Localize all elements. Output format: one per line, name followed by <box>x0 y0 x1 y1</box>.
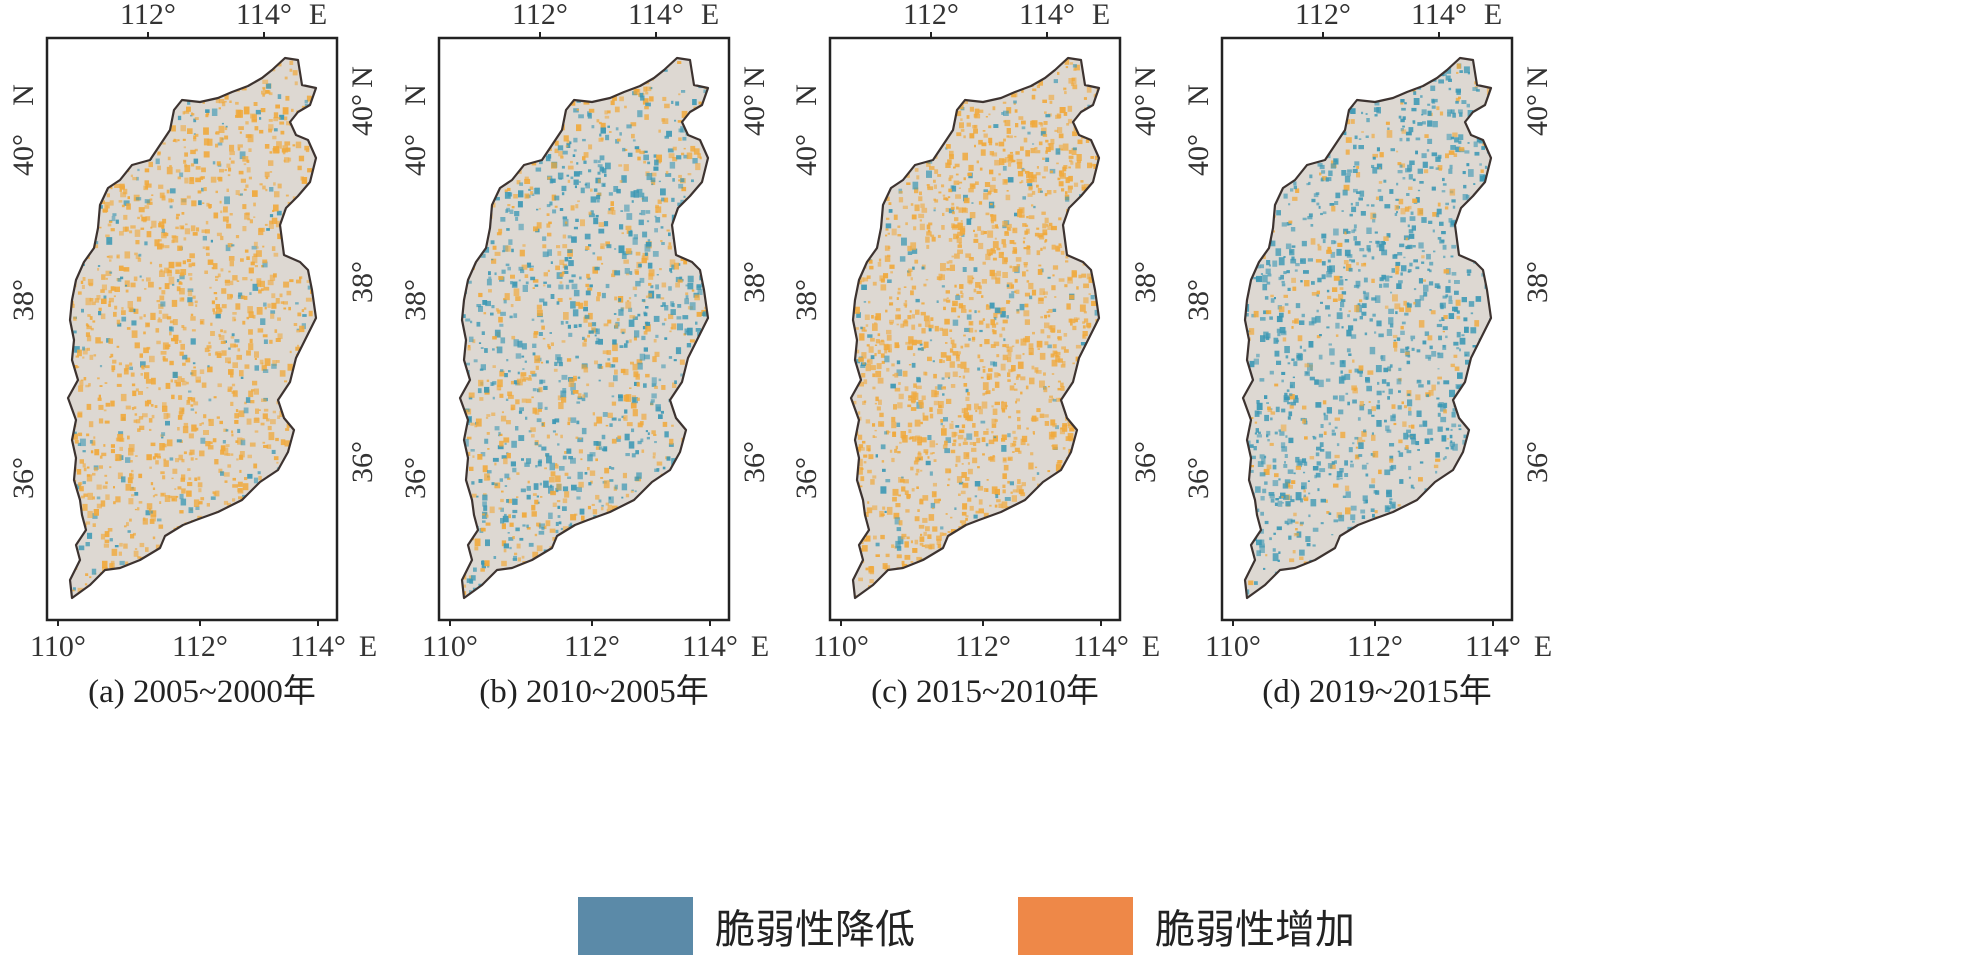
map-panel-b: 112° 114° E 110° 112° 114° E N 40° 38° 36° N 40° 38° 3… <box>399 0 771 710</box>
left-tick-label: 36° <box>399 457 432 499</box>
right-tick-label: 38° <box>1129 261 1162 303</box>
right-tick-label: 38° <box>1521 261 1554 303</box>
top-tick-label: 112° <box>1295 0 1351 31</box>
region-base <box>851 58 1099 598</box>
right-tick-label: 40° <box>346 94 379 136</box>
bottom-tick-label: 112° <box>955 630 1011 663</box>
top-unit-label: E <box>309 0 327 31</box>
region-outline <box>66 56 318 600</box>
map-panel-d: 112° 114° E 110° 112° 114° E N 40° 38° 36° N 40° 38° 3… <box>1182 0 1554 710</box>
bottom-tick-label: 114° <box>1465 630 1521 663</box>
region-outline <box>458 56 710 600</box>
bottom-unit-label: E <box>359 630 377 663</box>
top-tick-label: 112° <box>512 0 568 31</box>
bottom-tick-label: 110° <box>1205 630 1261 663</box>
top-unit-label: E <box>701 0 719 31</box>
bottom-tick-label: 110° <box>30 630 86 663</box>
panel-caption: (c) 2015~2010年 <box>871 673 1099 710</box>
map-frame <box>1220 36 1514 622</box>
right-tick-label: 36° <box>1129 441 1162 483</box>
top-unit-label: E <box>1484 0 1502 31</box>
bottom-tick-label: 114° <box>290 630 346 663</box>
left-unit-label: N <box>7 84 40 106</box>
bottom-tick-label: 110° <box>813 630 869 663</box>
panel-caption: (d) 2019~2015年 <box>1262 673 1492 710</box>
map-frame <box>45 36 339 622</box>
legend-item-increase: 脆弱性增加 <box>1018 895 1355 957</box>
left-tick-label: 36° <box>1182 457 1215 499</box>
map-frame <box>828 36 1122 622</box>
bottom-unit-label: E <box>751 630 769 663</box>
legend-label-decrease: 脆弱性降低 <box>715 907 915 953</box>
top-tick-label: 114° <box>1019 0 1075 31</box>
bottom-unit-label: E <box>1142 630 1160 663</box>
left-tick-label: 40° <box>1182 134 1215 176</box>
legend-label-increase: 脆弱性增加 <box>1155 907 1355 953</box>
top-unit-label: E <box>1092 0 1110 31</box>
right-unit-label: N <box>738 66 771 88</box>
left-tick-label: 38° <box>399 279 432 321</box>
bottom-tick-label: 114° <box>682 630 738 663</box>
bottom-unit-label: E <box>1534 630 1552 663</box>
right-tick-label: 40° <box>1521 94 1554 136</box>
left-tick-label: 36° <box>7 457 40 499</box>
panel-caption: (a) 2005~2000年 <box>88 673 316 710</box>
right-tick-label: 38° <box>346 261 379 303</box>
bottom-tick-label: 112° <box>1347 630 1403 663</box>
left-unit-label: N <box>790 84 823 106</box>
right-tick-label: 36° <box>1521 441 1554 483</box>
top-tick-label: 112° <box>120 0 176 31</box>
right-tick-label: 38° <box>738 261 771 303</box>
left-tick-label: 40° <box>7 134 40 176</box>
map-panel-a: 112° 114° E 110° 112° 114° E N 40° 38° 36° N 40° 38° 3… <box>7 0 379 710</box>
top-tick-label: 114° <box>1411 0 1467 31</box>
right-unit-label: N <box>346 66 379 88</box>
top-tick-label: 112° <box>903 0 959 31</box>
top-tick-label: 114° <box>236 0 292 31</box>
map-frame <box>437 36 731 622</box>
region-outline <box>1241 56 1493 600</box>
legend-swatch-decrease <box>578 897 693 955</box>
left-tick-label: 38° <box>7 279 40 321</box>
left-tick-label: 36° <box>790 457 823 499</box>
left-tick-label: 40° <box>399 134 432 176</box>
right-tick-label: 40° <box>1129 94 1162 136</box>
region-base <box>68 58 316 598</box>
legend-swatch-increase <box>1018 897 1133 955</box>
left-unit-label: N <box>399 84 432 106</box>
left-tick-label: 40° <box>790 134 823 176</box>
legend-item-decrease: 脆弱性降低 <box>578 895 915 957</box>
panel-caption: (b) 2010~2005年 <box>479 673 709 710</box>
right-tick-label: 40° <box>738 94 771 136</box>
map-panel-c: 112° 114° E 110° 112° 114° E N 40° 38° 36° N 40° 38° 3… <box>790 0 1162 710</box>
right-unit-label: N <box>1129 66 1162 88</box>
left-tick-label: 38° <box>790 279 823 321</box>
top-tick-label: 114° <box>628 0 684 31</box>
left-unit-label: N <box>1182 84 1215 106</box>
left-tick-label: 38° <box>1182 279 1215 321</box>
region-outline <box>849 56 1101 600</box>
bottom-tick-label: 112° <box>564 630 620 663</box>
bottom-tick-label: 110° <box>422 630 478 663</box>
right-tick-label: 36° <box>738 441 771 483</box>
bottom-tick-label: 114° <box>1073 630 1129 663</box>
right-unit-label: N <box>1521 66 1554 88</box>
bottom-tick-label: 112° <box>172 630 228 663</box>
right-tick-label: 36° <box>346 441 379 483</box>
